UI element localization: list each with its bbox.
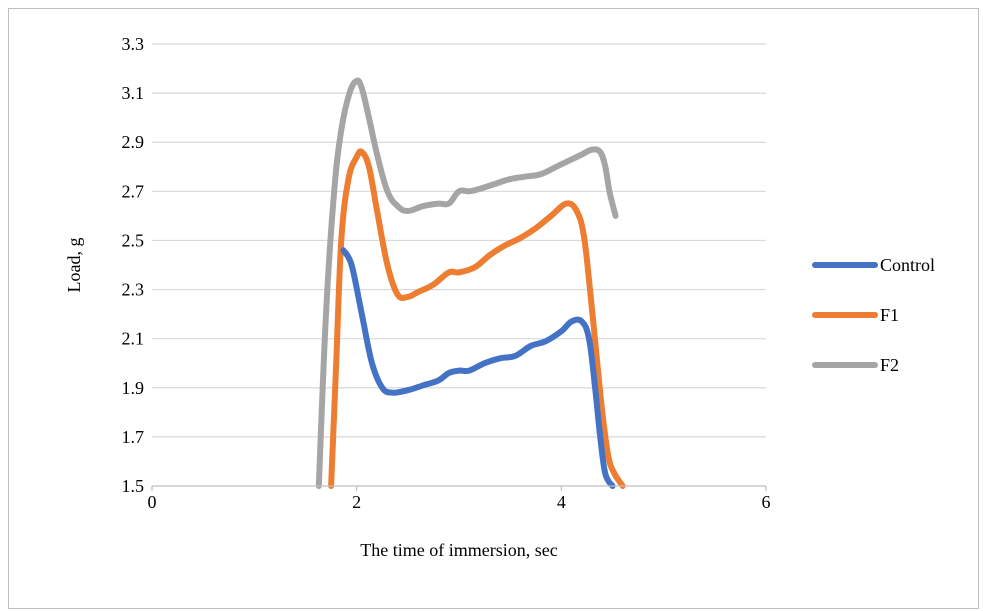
x-axis-title: The time of immersion, sec — [360, 540, 557, 560]
y-tick-label: 2.5 — [122, 230, 145, 250]
y-tick-label: 2.3 — [122, 280, 145, 300]
x-tick-label: 6 — [762, 492, 771, 512]
y-tick-labels: 1.5 1.7 1.9 2.1 2.3 2.5 2.7 2.9 3.1 3.3 — [122, 34, 145, 496]
series-lines — [315, 77, 626, 489]
y-tick-label: 3.1 — [122, 83, 145, 103]
gridlines — [152, 43, 766, 438]
legend-label-f1: F1 — [880, 305, 899, 325]
y-tick-label: 1.7 — [122, 427, 145, 447]
y-tick-label: 1.9 — [122, 378, 145, 398]
x-tick-labels: 0 2 4 6 — [148, 486, 771, 512]
y-tick-label: 2.9 — [122, 132, 145, 152]
x-tick-label: 0 — [148, 492, 157, 512]
y-tick-label: 3.3 — [122, 34, 145, 54]
legend: Control F1 F2 — [812, 255, 935, 375]
series-line-control — [340, 247, 616, 489]
legend-label-control: Control — [880, 255, 935, 275]
chart-frame — [8, 8, 979, 609]
x-tick-label: 2 — [352, 492, 361, 512]
x-tick-label: 4 — [557, 492, 566, 512]
series-line-f1 — [328, 148, 626, 489]
y-axis-title: Load, g — [64, 238, 84, 293]
y-tick-label: 1.5 — [122, 476, 145, 496]
series-line-f2 — [315, 77, 619, 489]
legend-label-f2: F2 — [880, 355, 899, 375]
y-tick-label: 2.1 — [122, 329, 145, 349]
y-tick-label: 2.7 — [122, 181, 145, 201]
